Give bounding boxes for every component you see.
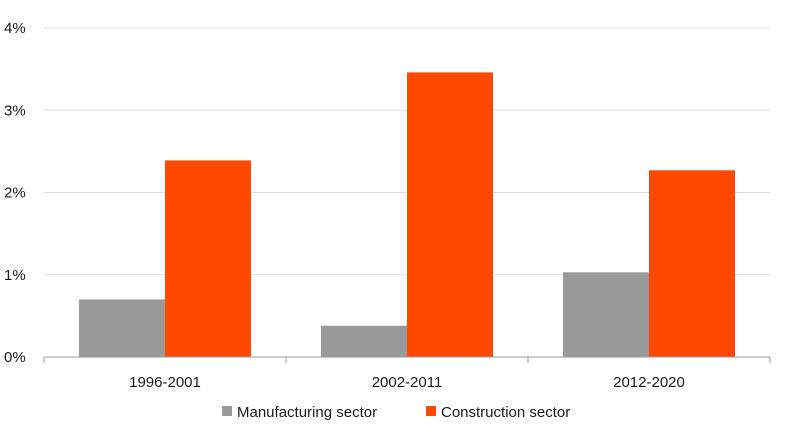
bar-manufacturing-sector-2012-2020 [563, 272, 649, 357]
y-tick-label: 2% [4, 185, 26, 202]
legend-label: Construction sector [441, 404, 570, 421]
x-tick-label: 1996-2001 [129, 374, 201, 391]
bar-construction-sector-2002-2011 [407, 72, 493, 357]
legend-swatch [222, 406, 232, 416]
y-tick-label: 0% [4, 349, 26, 366]
bars [79, 72, 735, 357]
axes [43, 356, 771, 363]
legend-label: Manufacturing sector [237, 404, 377, 421]
bar-manufacturing-sector-1996-2001 [79, 299, 165, 357]
y-tick-label: 3% [4, 102, 26, 119]
x-tick-label: 2012-2020 [613, 374, 685, 391]
legend-swatch [426, 406, 436, 416]
bar-construction-sector-1996-2001 [165, 160, 251, 357]
legend: Manufacturing sector Construction sector [222, 404, 570, 421]
bar-manufacturing-sector-2002-2011 [321, 325, 407, 357]
x-tick-labels: 1996-2001 2002-2011 2012-2020 [129, 374, 685, 391]
x-tick-label: 2002-2011 [372, 374, 443, 391]
bar-construction-sector-2012-2020 [649, 170, 735, 357]
y-tick-label: 1% [4, 267, 26, 284]
y-tick-label: 4% [4, 20, 26, 37]
y-tick-labels: 0% 1% 2% 3% 4% [4, 20, 26, 366]
